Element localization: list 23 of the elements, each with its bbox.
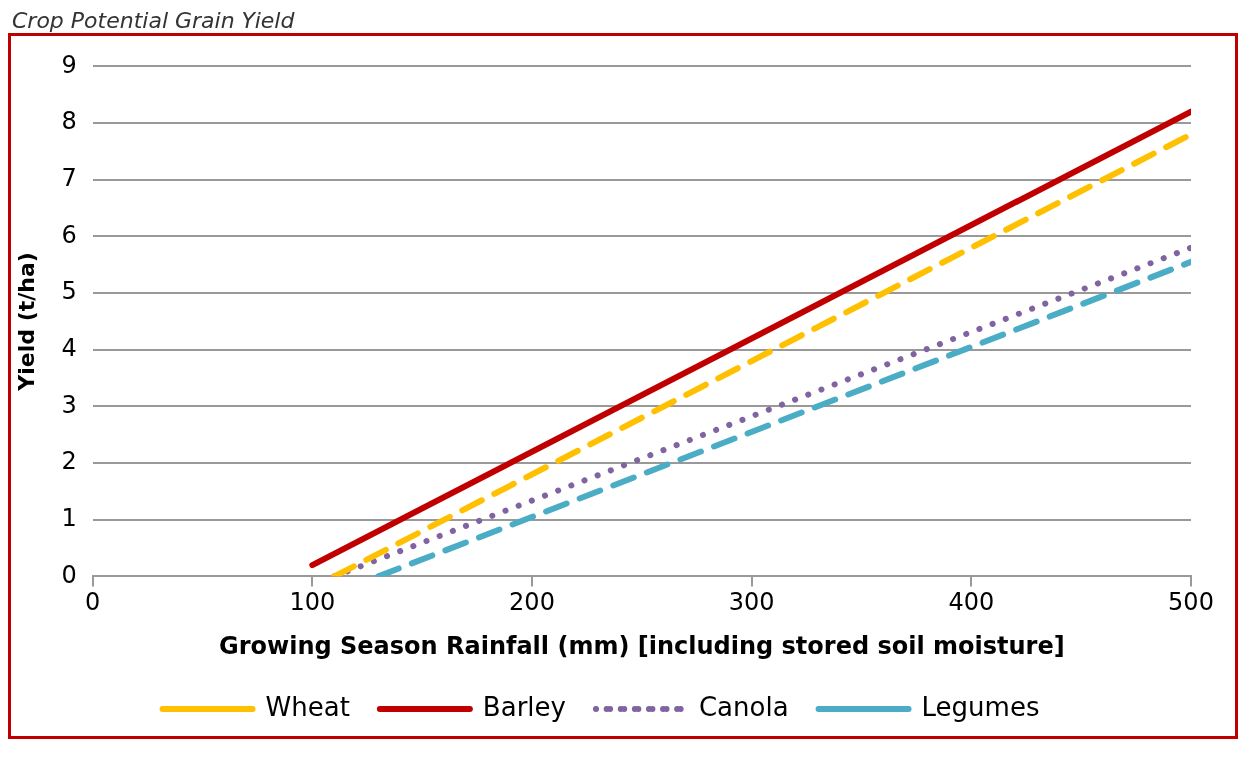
legend-label: Legumes xyxy=(921,691,1040,722)
y-tick-label: 3 xyxy=(61,390,77,419)
x-tick-label: 300 xyxy=(728,588,775,617)
y-tick-label: 8 xyxy=(61,107,77,136)
legend-label: Canola xyxy=(698,691,789,722)
y-tick-label: 1 xyxy=(61,503,77,532)
y-tick-label: 4 xyxy=(61,333,77,362)
chart-title: Crop Potential Grain Yield xyxy=(12,8,296,33)
y-tick-label: 9 xyxy=(61,50,77,79)
legend-label: Wheat xyxy=(265,691,350,722)
y-tick-label: 5 xyxy=(61,277,77,306)
y-axis-title: Yield (t/ha) xyxy=(13,252,39,392)
x-tick-label: 400 xyxy=(948,588,995,617)
y-tick-label: 0 xyxy=(61,560,77,589)
x-tick-label: 0 xyxy=(85,588,101,617)
y-tick-label: 2 xyxy=(61,447,77,476)
x-tick-label: 500 xyxy=(1168,588,1214,617)
x-tick-label: 200 xyxy=(509,588,555,617)
legend-label: Barley xyxy=(482,691,566,722)
y-tick-label: 6 xyxy=(61,220,77,249)
y-tick-label: 7 xyxy=(61,163,77,192)
x-axis-title: Growing Season Rainfall (mm) [including stored soil moisture] xyxy=(218,631,1065,660)
x-tick-label: 100 xyxy=(289,588,336,617)
